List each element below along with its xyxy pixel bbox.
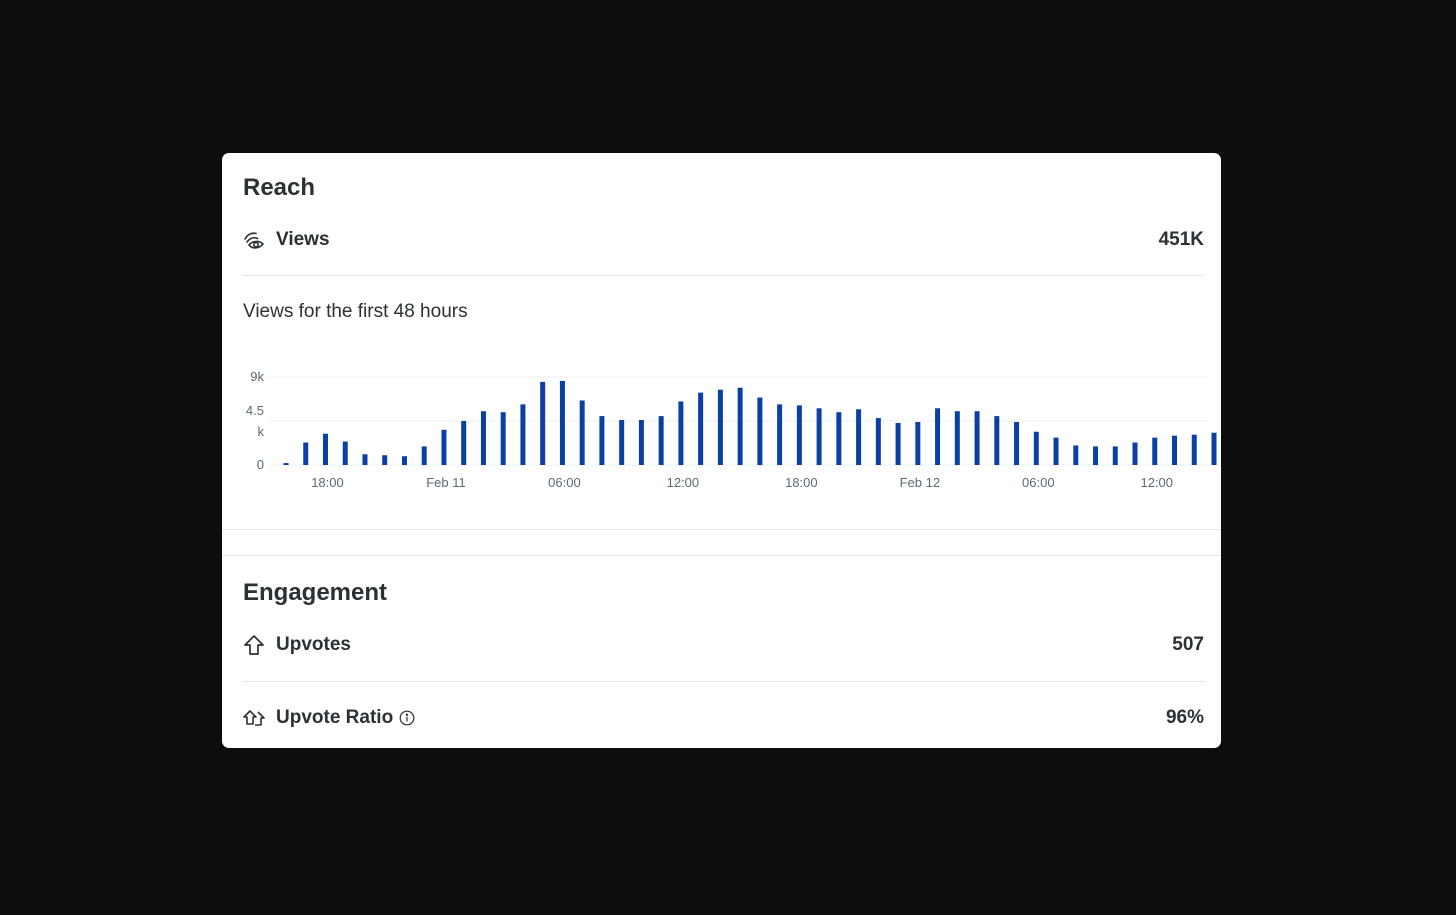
chart-bar	[421, 446, 427, 465]
chart-bar	[994, 416, 1000, 465]
chart-bar	[737, 387, 743, 465]
chart-bar	[1152, 437, 1158, 465]
chart-bar	[974, 411, 980, 465]
chart-x-tick-label: Feb 11	[426, 475, 466, 490]
chart-bar	[283, 463, 289, 465]
chart-bar	[303, 442, 309, 465]
upvotes-row: Upvotes 507	[243, 631, 1204, 659]
views-bar-chart: 0 4.5 k 9k 18:00 Feb 11 06:00 12:00 18:00 Feb 12 0…	[246, 369, 1217, 490]
chart-bar	[619, 420, 625, 465]
eye-icon	[243, 229, 265, 251]
chart-y-tick-label: 4.5	[246, 403, 264, 418]
chart-x-tick-label: Feb 12	[900, 475, 940, 490]
engagement-title: Engagement	[243, 579, 388, 606]
chart-x-tick-label: 12:00	[1140, 475, 1173, 490]
reach-divider	[243, 275, 1204, 276]
chart-x-tick-label: 18:00	[311, 475, 344, 490]
chart-bar	[1191, 434, 1197, 465]
chart-bar	[954, 411, 960, 465]
double-upvote-arrow-icon	[243, 707, 265, 729]
chart-bar	[401, 456, 407, 465]
chart-bar	[520, 404, 526, 465]
chart-bar	[559, 380, 565, 465]
chart-y-tick-label: 9k	[250, 369, 264, 384]
chart-bar	[599, 416, 605, 465]
chart-x-tick-label: 06:00	[1022, 475, 1055, 490]
chart-bar	[1053, 437, 1059, 465]
chart-bar	[322, 433, 328, 465]
chart-bar	[500, 412, 506, 465]
chart-bar	[540, 381, 546, 465]
upvote-arrow-icon	[243, 634, 265, 656]
chart-bar	[836, 412, 842, 465]
chart-bar	[1172, 435, 1178, 465]
chart-bar	[1014, 421, 1020, 465]
chart-bar	[796, 405, 802, 465]
chart-bar	[441, 429, 447, 465]
upvote-ratio-value: 96%	[1165, 707, 1204, 728]
chart-x-tick-label: 12:00	[667, 475, 700, 490]
chart-bar	[1073, 445, 1079, 465]
chart-bar	[1093, 446, 1099, 465]
info-icon[interactable]	[399, 710, 415, 726]
chart-bar	[362, 454, 368, 465]
chart-bar	[638, 420, 644, 465]
upvote-ratio-row: Upvote Ratio 96%	[243, 704, 1204, 732]
chart-bar	[678, 401, 684, 465]
chart-caption: Views for the first 48 hours	[243, 301, 468, 322]
views-label: Views	[276, 229, 330, 250]
section-separator	[222, 529, 1221, 556]
chart-x-tick-label: 18:00	[785, 475, 818, 490]
chart-bar	[698, 392, 704, 465]
chart-bar	[875, 418, 881, 465]
chart-bar	[935, 408, 941, 465]
chart-y-tick-label: k	[258, 424, 265, 439]
chart-bar	[342, 441, 348, 465]
chart-bar	[757, 397, 763, 465]
upvotes-label: Upvotes	[276, 634, 351, 655]
chart-bar	[1132, 442, 1138, 465]
reach-title: Reach	[243, 174, 316, 201]
chart-bar	[1033, 431, 1039, 465]
engagement-divider	[243, 681, 1204, 682]
chart-bar	[480, 411, 486, 465]
chart-bar	[382, 455, 388, 465]
chart-bar	[1112, 446, 1118, 465]
chart-bar	[717, 389, 723, 465]
chart-bar	[856, 409, 862, 465]
chart-bar	[816, 408, 822, 465]
chart-bar	[461, 421, 467, 465]
chart-bar	[915, 421, 921, 465]
chart-bar	[579, 400, 585, 465]
chart-y-tick-label: 0	[257, 457, 264, 472]
chart-bar	[777, 404, 783, 465]
views-value: 451K	[1158, 229, 1204, 250]
upvotes-value: 507	[1172, 634, 1204, 655]
chart-x-tick-label: 06:00	[548, 475, 581, 490]
stats-card: Reach Views 451K Views for the first 48 …	[222, 153, 1221, 748]
chart-bar	[658, 416, 664, 465]
views-row: Views 451K	[243, 226, 1204, 254]
chart-bar	[1211, 432, 1217, 465]
chart-bar	[895, 422, 901, 465]
upvote-ratio-label: Upvote Ratio	[276, 707, 394, 728]
